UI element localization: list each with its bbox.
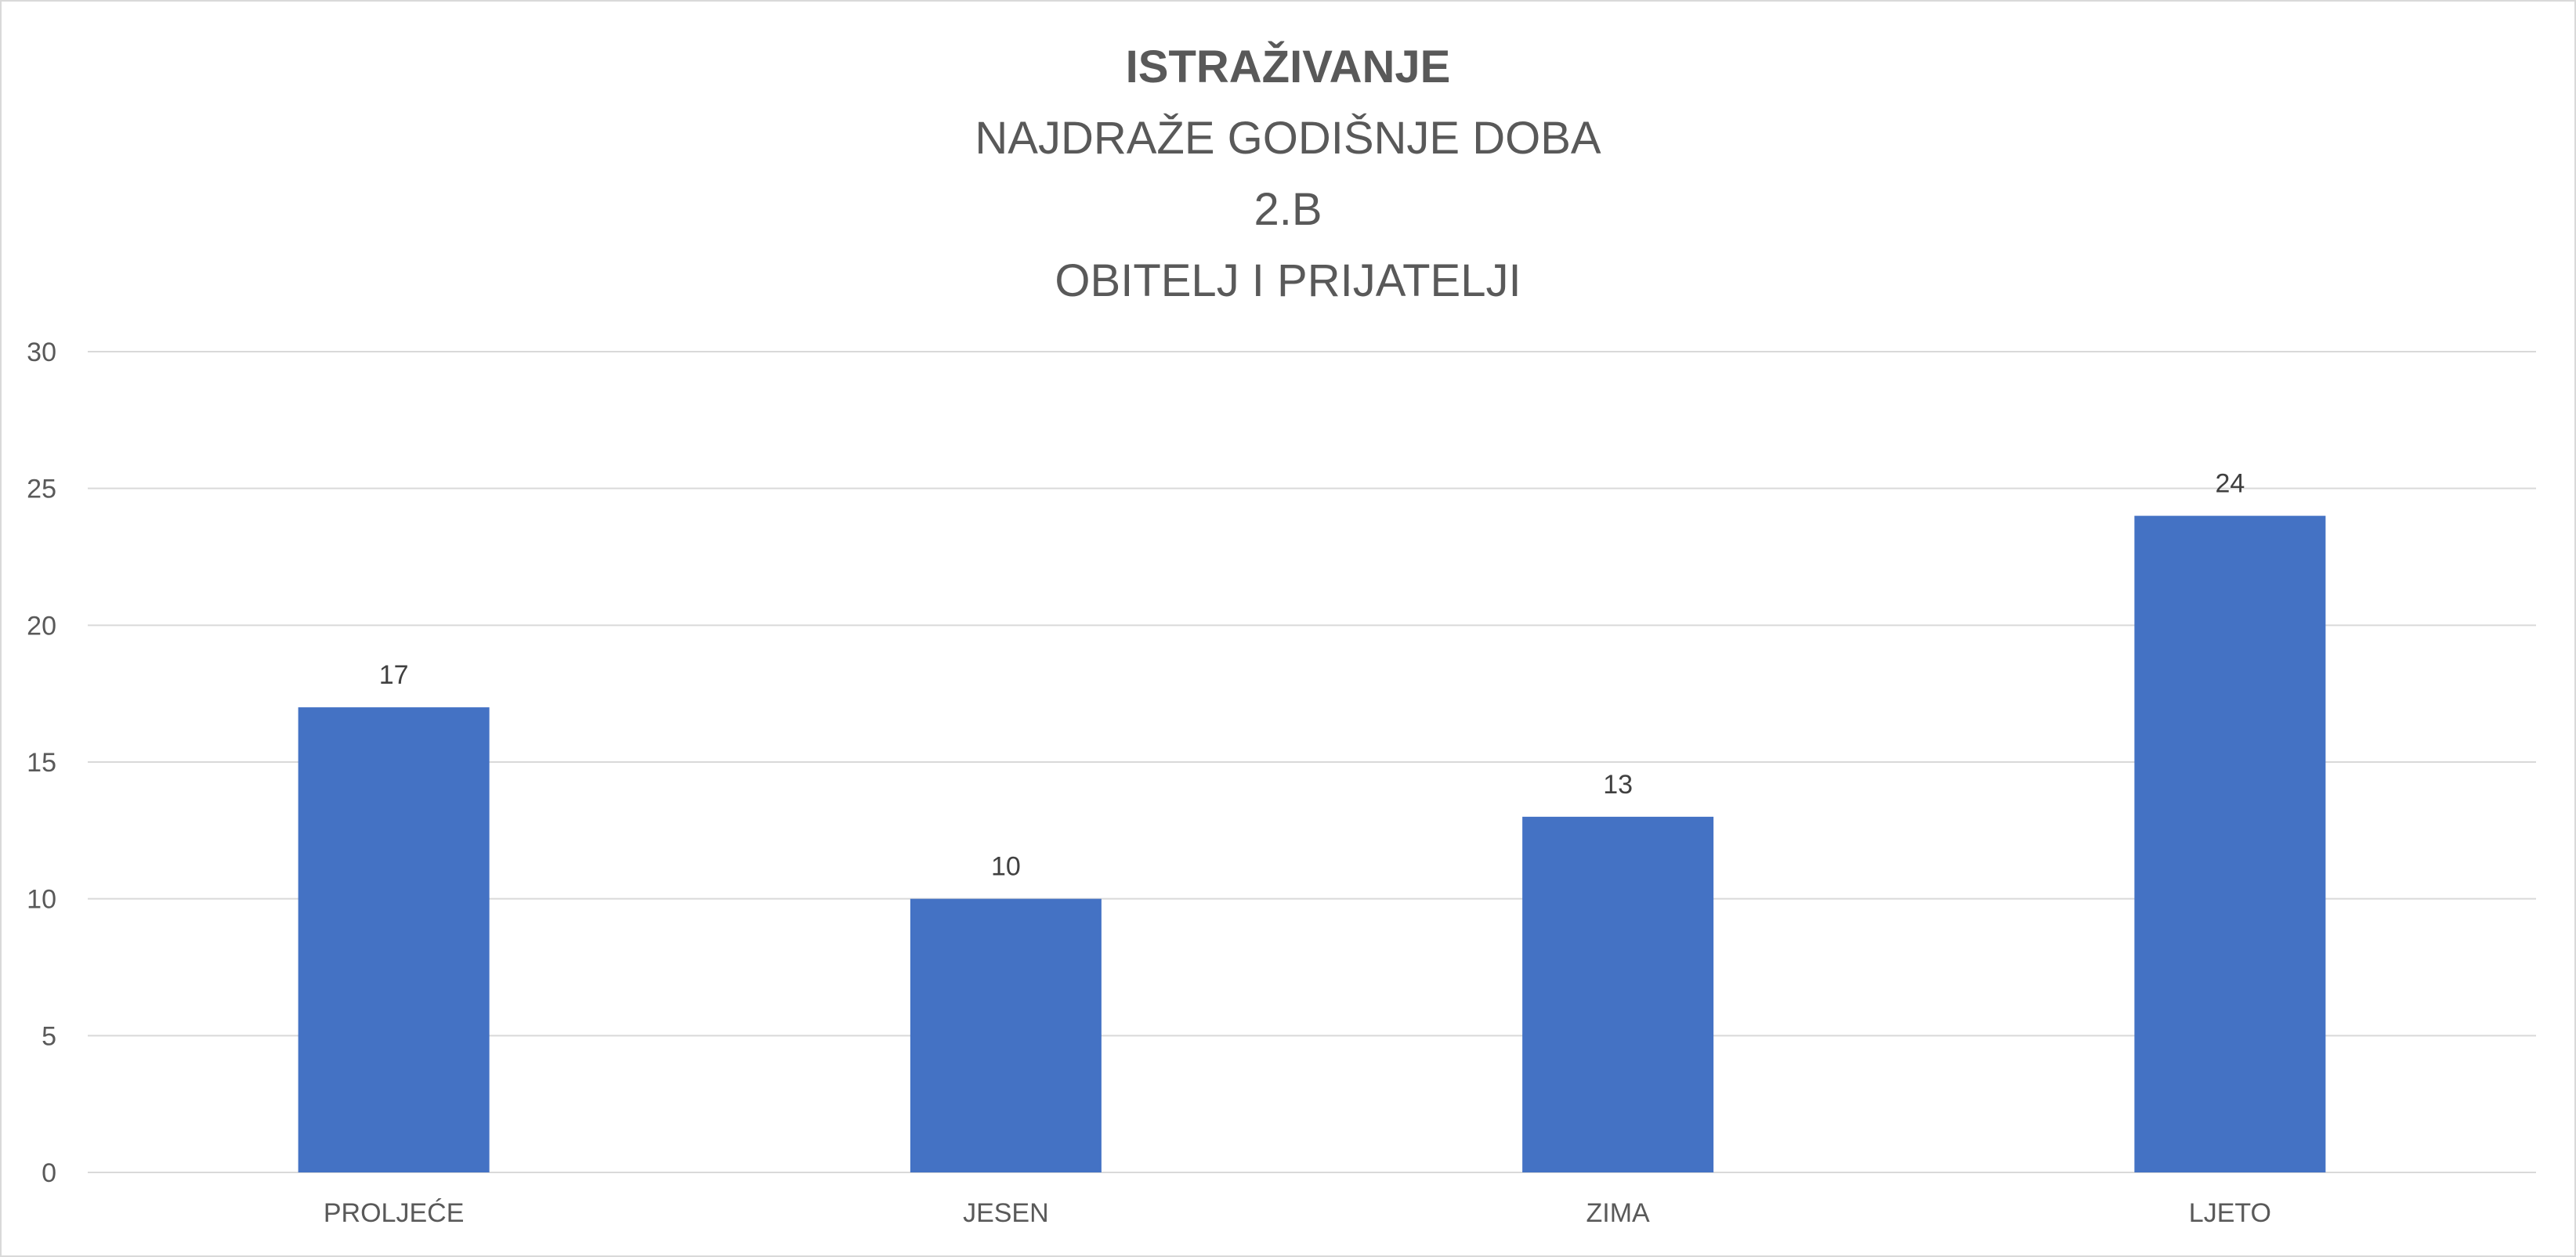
x-tick-label-proljeće: PROLJEĆE [324,1198,465,1228]
bar-zima [1522,816,1714,1172]
data-label-ljeto: 24 [2215,469,2245,499]
bar-jesen [910,898,1102,1172]
data-label-jesen: 10 [991,852,1021,882]
y-tick-label-30: 30 [27,338,56,367]
gridlines [88,351,2536,1173]
y-tick-label-15: 15 [27,748,56,778]
data-labels: 17 10 13 24 [379,469,2245,882]
chart-subtitle-line-2: 2.B [1254,184,1322,235]
x-tick-label-ljeto: LJETO [2189,1198,2271,1228]
data-label-proljeće: 17 [379,660,409,690]
y-tick-label-10: 10 [27,885,56,915]
x-axis-tick-labels: PROLJEĆE JESEN ZIMA LJETO [324,1198,2271,1228]
bar-ljeto [2134,515,2326,1172]
y-tick-label-0: 0 [42,1158,56,1188]
data-label-zima: 13 [1603,770,1633,800]
chart-subtitle-line-3: OBITELJ I PRIJATELJI [1055,255,1521,306]
y-tick-label-25: 25 [27,475,56,504]
chart-subtitle-line-1: NAJDRAŽE GODIŠNJE DOBA [975,113,1601,164]
bar-proljeće [298,707,490,1172]
chart-title: ISTRAŽIVANJE [1125,42,1451,92]
x-tick-label-jesen: JESEN [963,1198,1049,1228]
y-axis-tick-labels: 0 5 10 15 20 25 30 [27,338,56,1188]
x-tick-label-zima: ZIMA [1586,1198,1651,1228]
bars [298,515,2326,1172]
y-tick-label-5: 5 [42,1021,56,1051]
chart-title-block: ISTRAŽIVANJE NAJDRAŽE GODIŠNJE DOBA 2.B … [0,31,2576,316]
y-tick-label-20: 20 [27,611,56,641]
